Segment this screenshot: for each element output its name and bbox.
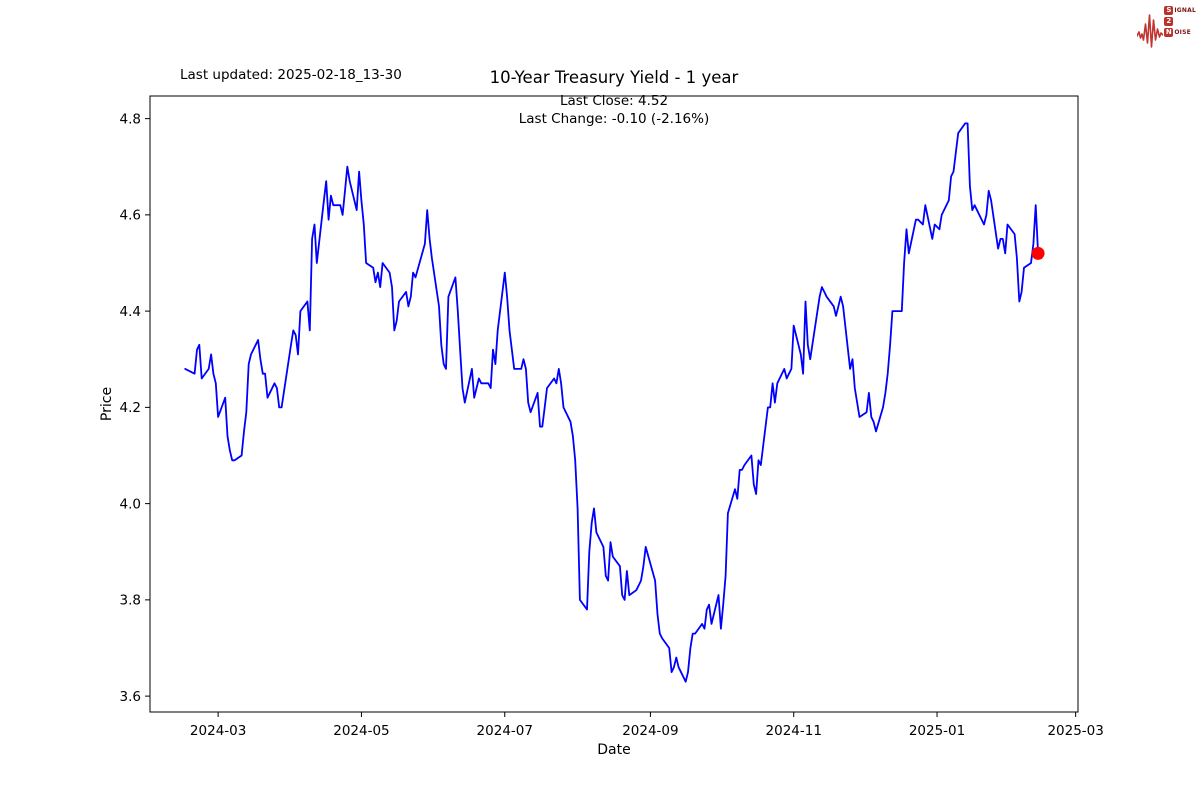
x-tick-label: 2024-09 xyxy=(622,723,678,739)
logo-letter-2: 2 xyxy=(1164,16,1174,26)
logo-letter-n: N xyxy=(1164,27,1174,37)
last-updated-label: Last updated: 2025-02-18_13-30 xyxy=(180,67,402,83)
logo-row-signal: S IGNAL xyxy=(1164,5,1196,15)
logo-row-noise: N OISE xyxy=(1164,27,1196,37)
x-axis-label: Date xyxy=(597,742,631,758)
x-tick-label: 2024-07 xyxy=(477,723,533,739)
y-tick-label: 4.8 xyxy=(120,111,141,127)
signal2noise-logo: S IGNAL 2 N OISE xyxy=(1137,5,1196,49)
y-tick-label: 4.0 xyxy=(120,496,141,512)
price-line xyxy=(184,122,1039,683)
y-axis: 3.6 3.8 4.0 4.2 4.4 4.6 4.8 xyxy=(120,111,150,705)
y-tick-label: 3.6 xyxy=(120,689,141,705)
logo-word-noise-rest: OISE xyxy=(1174,28,1191,36)
x-tick-label: 2024-11 xyxy=(766,723,822,739)
y-tick-label: 4.4 xyxy=(120,304,141,320)
x-axis: 2024-03 2024-05 2024-07 2024-09 2024-11 2025-… xyxy=(190,712,1104,739)
last-change-label: Last Change: -0.10 (-2.16%) xyxy=(518,110,710,127)
waveform-icon xyxy=(1137,14,1164,48)
logo-row-2: 2 xyxy=(1164,16,1196,26)
y-tick-label: 4.2 xyxy=(120,400,141,416)
y-tick-label: 4.6 xyxy=(120,208,141,224)
chart-subtitle: Last Close: 4.52 Last Change: -0.10 (-2.… xyxy=(150,93,1078,128)
chart-title: 10-Year Treasury Yield - 1 year xyxy=(489,68,739,87)
logo-word-signal-rest: IGNAL xyxy=(1174,6,1196,14)
x-tick-label: 2025-03 xyxy=(1047,723,1103,739)
x-tick-label: 2024-05 xyxy=(333,723,389,739)
last-close-marker xyxy=(1031,246,1045,260)
last-close-label: Last Close: 4.52 xyxy=(559,93,669,109)
x-tick-label: 2025-01 xyxy=(909,723,965,739)
x-tick-label: 2024-03 xyxy=(190,723,246,739)
logo-letter-s: S xyxy=(1164,5,1174,15)
axes-frame xyxy=(149,95,1079,713)
y-tick-label: 3.8 xyxy=(120,593,141,609)
logo-text: S IGNAL 2 N OISE xyxy=(1164,5,1196,38)
y-axis-label: Price xyxy=(99,386,115,422)
